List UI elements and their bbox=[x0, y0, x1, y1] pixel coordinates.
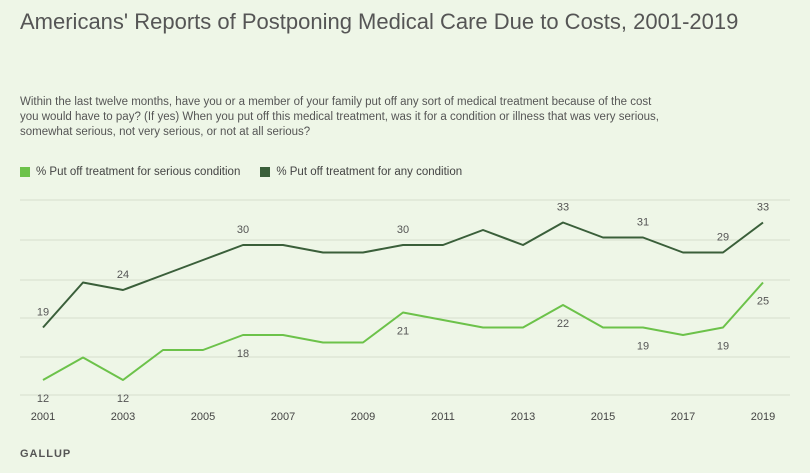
x-tick-label-2017: 2017 bbox=[671, 411, 695, 423]
data-label-s1-2006: 30 bbox=[237, 224, 249, 236]
data-label-s0-2003: 12 bbox=[117, 393, 129, 405]
x-tick-label-2007: 2007 bbox=[271, 411, 295, 423]
data-label-s1-2010: 30 bbox=[397, 224, 409, 236]
data-label-s0-2016: 19 bbox=[637, 341, 649, 353]
legend-label-any: % Put off treatment for any condition bbox=[276, 166, 463, 178]
source-logo: GALLUP bbox=[20, 448, 72, 460]
data-label-s0-2010: 21 bbox=[397, 326, 409, 338]
x-tick-label-2011: 2011 bbox=[431, 411, 455, 423]
legend-swatch-serious bbox=[20, 167, 30, 177]
data-label-s1-2001: 19 bbox=[37, 307, 49, 319]
x-tick-label-2019: 2019 bbox=[751, 411, 775, 423]
x-tick-label-2001: 2001 bbox=[31, 411, 55, 423]
data-label-s1-2018: 29 bbox=[717, 232, 729, 244]
series-line-0 bbox=[42, 281, 764, 381]
x-tick-label-2005: 2005 bbox=[191, 411, 215, 423]
x-tick-label-2013: 2013 bbox=[511, 411, 535, 423]
data-label-s0-2001: 12 bbox=[37, 393, 49, 405]
legend: % Put off treatment for serious conditio… bbox=[20, 166, 462, 178]
data-label-s0-2018: 19 bbox=[717, 341, 729, 353]
data-label-s1-2019: 33 bbox=[757, 202, 769, 214]
data-label-s1-2003: 24 bbox=[117, 269, 129, 281]
legend-item-any: % Put off treatment for any condition bbox=[260, 166, 462, 178]
data-label-s1-2014: 33 bbox=[557, 202, 569, 214]
chart-title: Americans' Reports of Postponing Medical… bbox=[20, 9, 739, 34]
data-label-s0-2014: 22 bbox=[557, 318, 569, 330]
legend-item-serious: % Put off treatment for serious conditio… bbox=[20, 166, 240, 178]
data-label-s0-2019: 25 bbox=[757, 296, 769, 308]
data-label-s0-2006: 18 bbox=[237, 348, 249, 360]
series-line-1 bbox=[42, 221, 764, 329]
x-tick-label-2015: 2015 bbox=[591, 411, 615, 423]
x-tick-label-2003: 2003 bbox=[111, 411, 135, 423]
survey-question: Within the last twelve months, have you … bbox=[20, 96, 659, 138]
legend-label-serious: % Put off treatment for serious conditio… bbox=[36, 166, 241, 178]
legend-swatch-any bbox=[260, 167, 271, 177]
data-label-s1-2016: 31 bbox=[637, 217, 649, 229]
x-tick-label-2009: 2009 bbox=[351, 411, 375, 423]
